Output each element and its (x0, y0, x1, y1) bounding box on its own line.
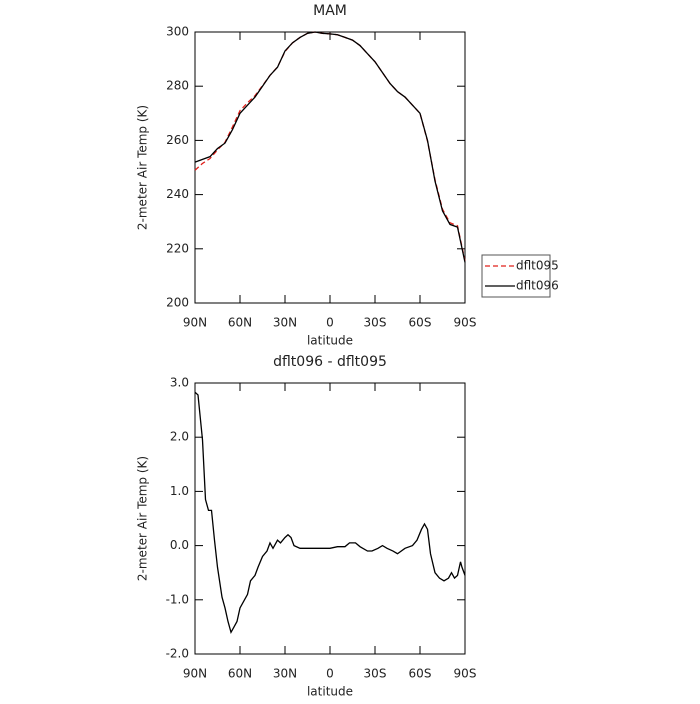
x-tick-label: 30N (273, 667, 297, 681)
x-tick-label: 90N (183, 316, 207, 330)
x-tick-label: 30N (273, 316, 297, 330)
y-axis-label: 2-meter Air Temp (K) (136, 456, 150, 581)
data-line (194, 391, 466, 635)
data-line (194, 31, 466, 263)
y-tick-label: 280 (166, 79, 189, 93)
x-tick-label: 60N (228, 667, 252, 681)
y-tick-label: -2.0 (166, 647, 189, 661)
y-tick-label: -1.0 (166, 592, 189, 606)
x-tick-label: 30S (364, 316, 387, 330)
y-tick-label: 3.0 (170, 376, 189, 390)
y-tick-label: 220 (166, 241, 189, 255)
x-tick-label: 0 (326, 667, 334, 681)
legend-label: dflt096 (516, 279, 559, 293)
x-tick-label: 30S (364, 667, 387, 681)
y-tick-label: 0.0 (170, 538, 189, 552)
plot-frame (194, 382, 466, 655)
y-tick-label: 200 (166, 296, 189, 310)
x-tick-label: 60N (228, 316, 252, 330)
y-tick-label: 1.0 (170, 484, 189, 498)
x-tick-label: 90N (183, 667, 207, 681)
y-tick-label: 240 (166, 187, 189, 201)
x-axis-label: latitude (307, 334, 353, 348)
x-tick-label: 60S (409, 316, 432, 330)
y-tick-label: 260 (166, 133, 189, 147)
x-tick-label: 90S (454, 667, 477, 681)
x-tick-label: 60S (409, 667, 432, 681)
x-axis-label: latitude (307, 685, 353, 699)
x-tick-label: 0 (326, 316, 334, 330)
x-tick-label: 90S (454, 316, 477, 330)
chart-title: dflt096 - dflt095 (273, 354, 387, 370)
chart-title: MAM (313, 3, 347, 19)
y-tick-label: 300 (166, 25, 189, 39)
legend-label: dflt095 (516, 259, 559, 273)
data-line (194, 31, 466, 262)
plot-frame (194, 31, 466, 304)
legend-box (481, 254, 551, 298)
y-tick-label: 2.0 (170, 430, 189, 444)
y-axis-label: 2-meter Air Temp (K) (136, 105, 150, 230)
